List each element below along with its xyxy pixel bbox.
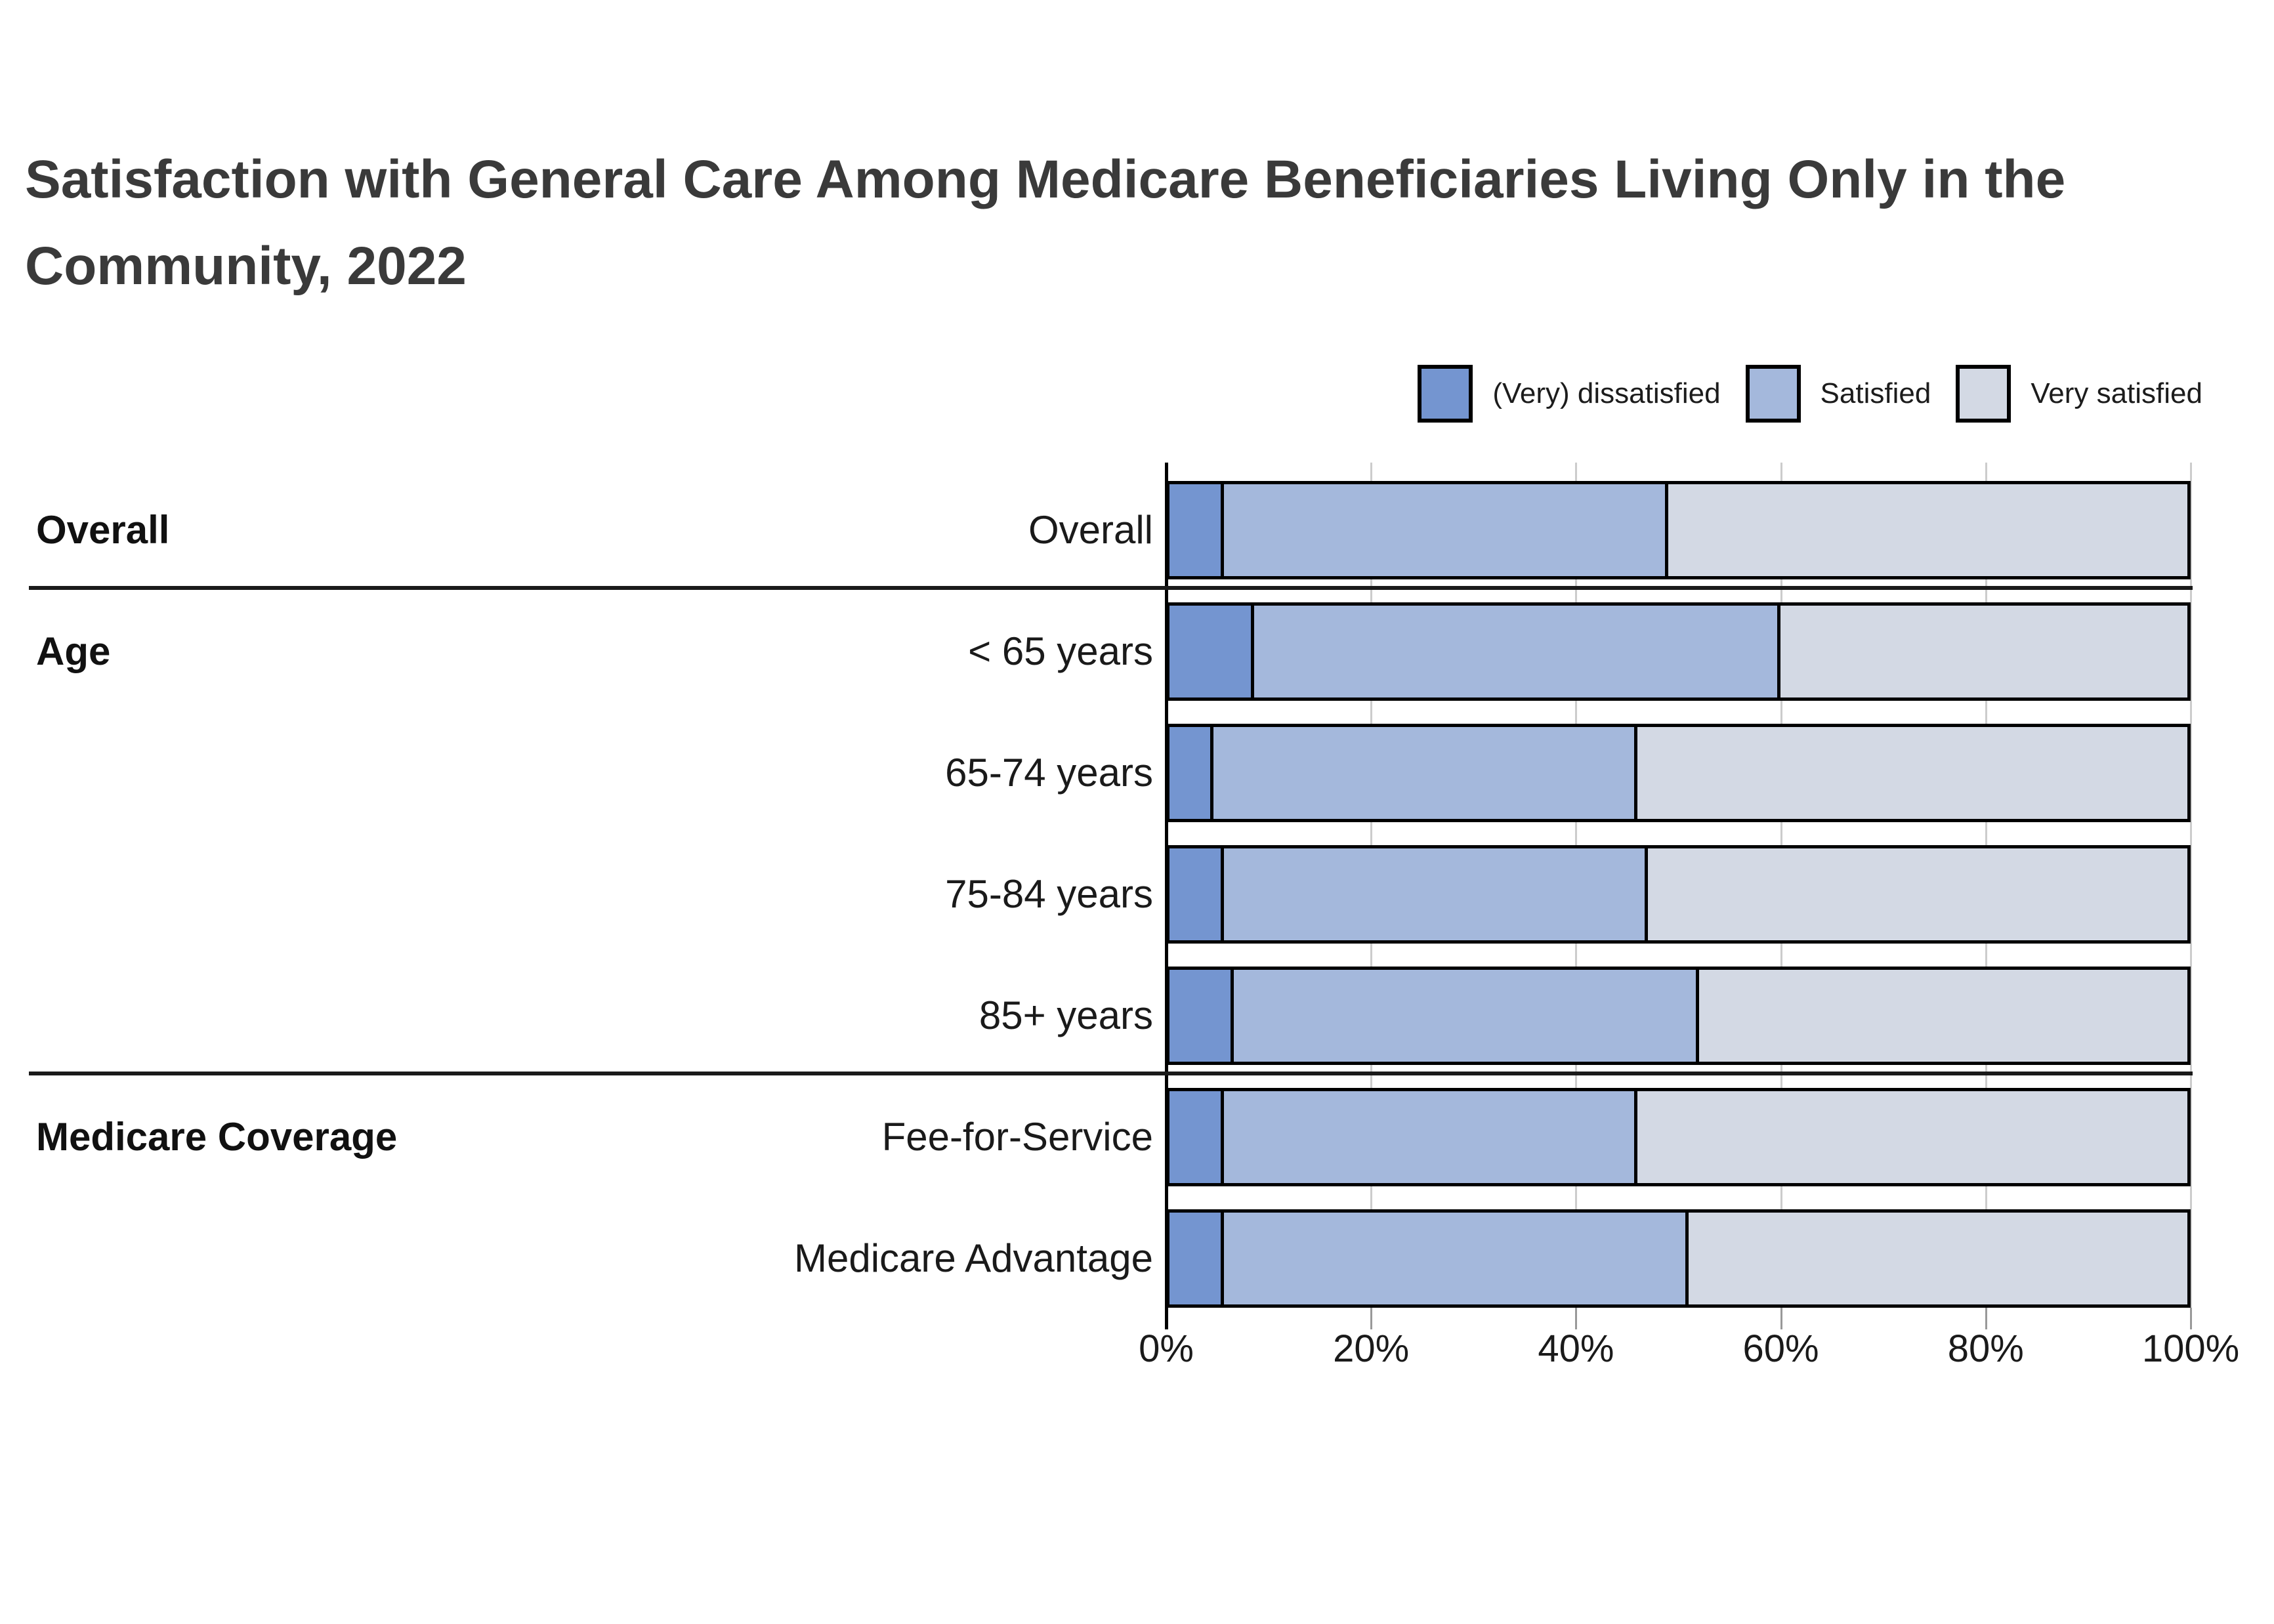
axis-tick [1575, 1308, 1578, 1329]
bar-segment-satisfied [1231, 970, 1699, 1062]
row-label: 75-84 years [945, 872, 1153, 916]
legend-label: Satisfied [1820, 377, 1931, 409]
axis-tick-label: 20% [1333, 1327, 1410, 1370]
row-label: < 65 years [968, 629, 1153, 673]
bar-segment-satisfied [1220, 1091, 1638, 1183]
legend-label: (Very) dissatisfied [1492, 377, 1721, 409]
section-label: Medicare Coverage [36, 1115, 398, 1159]
bar-segment-satisfied [1251, 606, 1780, 697]
bar-row [1166, 1088, 2191, 1186]
chart-title-line-1: Satisfaction with General Care Among Med… [25, 150, 2066, 209]
axis-tick [1985, 1308, 1987, 1329]
bar-segment-dissatisfied [1169, 727, 1211, 819]
axis-tick-label: 0% [1139, 1327, 1194, 1370]
legend-item: Very satisfied [1956, 365, 2202, 423]
axis-tick-label: 60% [1742, 1327, 1819, 1370]
legend-swatch-icon [1418, 365, 1473, 423]
legend-item: Satisfied [1745, 365, 1931, 423]
bar-segment-very-satisfied [1698, 970, 2187, 1062]
section-label: Overall [36, 508, 170, 552]
bar-segment-satisfied [1220, 1213, 1689, 1304]
chart-title: Satisfaction with General Care Among Med… [25, 136, 2065, 310]
bar-segment-very-satisfied [1647, 848, 2187, 940]
bar-segment-dissatisfied [1169, 848, 1221, 940]
axis-tick-label: 40% [1538, 1327, 1614, 1370]
bar-row [1166, 967, 2191, 1065]
row-label: 85+ years [979, 993, 1153, 1037]
bar-segment-satisfied [1220, 848, 1648, 940]
legend-label: Very satisfied [2031, 377, 2202, 409]
bar-segment-dissatisfied [1169, 1091, 1221, 1183]
section-divider [29, 586, 2193, 590]
axis-tick [2190, 1308, 2192, 1329]
bar-segment-very-satisfied [1780, 606, 2187, 697]
bar-row [1166, 481, 2191, 579]
bar-row [1166, 1209, 2191, 1308]
bar-segment-dissatisfied [1169, 606, 1252, 697]
gridline [2190, 463, 2192, 1308]
section-divider [29, 1072, 2193, 1075]
row-label: Fee-for-Service [881, 1115, 1153, 1159]
bar-segment-dissatisfied [1169, 484, 1221, 576]
chart-title-line-2: Community, 2022 [25, 236, 467, 296]
axis-tick [1780, 1308, 1782, 1329]
bar-segment-very-satisfied [1689, 1213, 2187, 1304]
axis-tick [1370, 1308, 1373, 1329]
row-label: Overall [1028, 508, 1153, 552]
section-label: Age [36, 629, 111, 673]
axis-tick-label: 80% [1947, 1327, 2024, 1370]
bar-segment-satisfied [1220, 484, 1668, 576]
bar-segment-very-satisfied [1637, 1091, 2187, 1183]
legend-swatch-icon [1745, 365, 1801, 423]
bar-segment-satisfied [1210, 727, 1638, 819]
bar-segment-very-satisfied [1668, 484, 2187, 576]
bar-segment-dissatisfied [1169, 970, 1231, 1062]
bar-row [1166, 602, 2191, 701]
row-label: Medicare Advantage [793, 1236, 1153, 1280]
bar-row [1166, 724, 2191, 822]
row-label: 65-74 years [945, 751, 1153, 795]
legend: (Very) dissatisfied Satisfied Very satisfi… [1418, 365, 2202, 423]
bar-segment-dissatisfied [1169, 1213, 1221, 1304]
legend-item: (Very) dissatisfied [1418, 365, 1721, 423]
legend-swatch-icon [1956, 365, 2011, 423]
bar-segment-very-satisfied [1637, 727, 2187, 819]
bar-row [1166, 845, 2191, 944]
axis-tick-label: 100% [2141, 1327, 2240, 1370]
